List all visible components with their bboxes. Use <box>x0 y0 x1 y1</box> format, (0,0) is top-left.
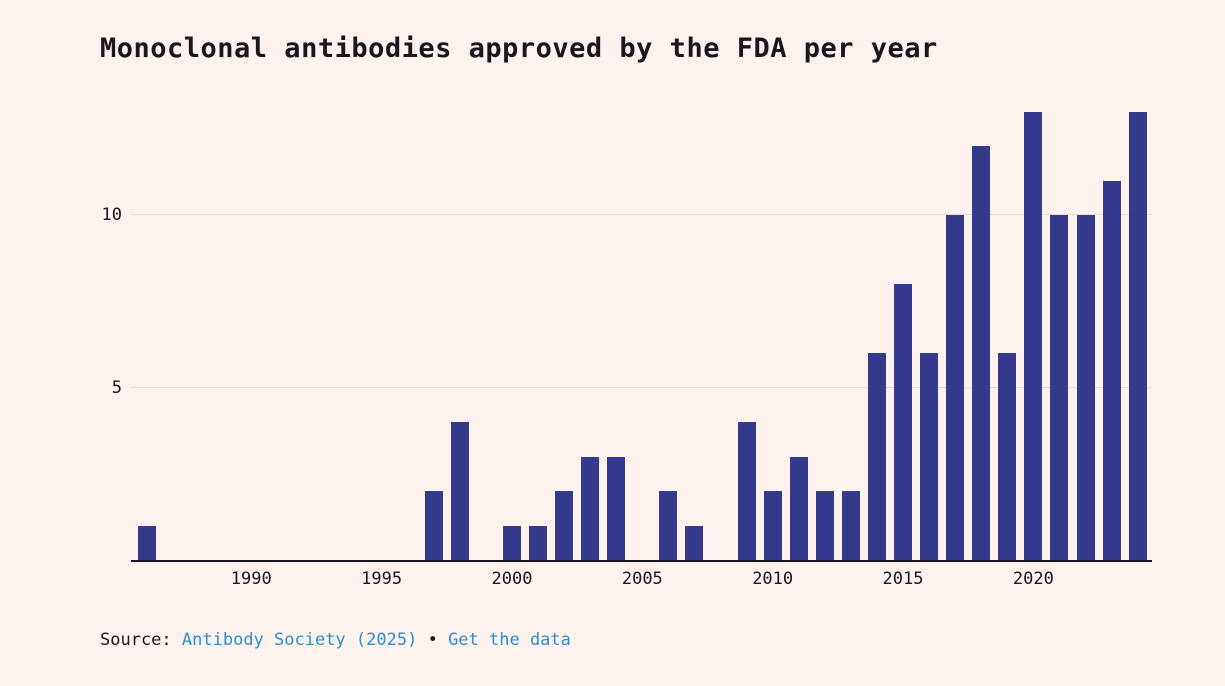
bar-2000 <box>502 525 521 560</box>
bar-2003 <box>581 456 600 560</box>
y-axis-tick-5: 5 <box>111 377 122 398</box>
x-axis-tick-2010: 2010 <box>752 569 794 589</box>
bar-2018 <box>972 146 991 560</box>
bar-2012 <box>815 491 834 560</box>
bullet-separator: • <box>427 630 438 650</box>
bar-2022 <box>1076 215 1095 560</box>
bar-2017 <box>946 215 965 560</box>
bar-1998 <box>450 422 469 560</box>
y-axis-tick-10: 10 <box>101 205 122 225</box>
source-line: Source: Antibody Society (2025) • Get th… <box>100 630 571 650</box>
bar-2019 <box>998 353 1017 560</box>
gridline-y-10 <box>131 214 1152 215</box>
x-axis-tick-2015: 2015 <box>882 569 924 589</box>
bar-2006 <box>659 491 678 560</box>
bar-2023 <box>1102 180 1121 560</box>
bar-2015 <box>894 284 913 560</box>
bar-1997 <box>424 491 443 560</box>
x-axis-tick-2000: 2000 <box>491 569 533 589</box>
bar-2021 <box>1050 215 1069 560</box>
gridline-y-5 <box>131 386 1152 388</box>
x-axis-tick-1990: 1990 <box>230 569 272 589</box>
x-axis-tick-2020: 2020 <box>1012 569 1054 589</box>
bar-2004 <box>607 456 626 560</box>
bar-2014 <box>867 353 886 560</box>
bar-2024 <box>1128 111 1147 560</box>
bar-2010 <box>763 491 782 560</box>
bar-2011 <box>789 456 808 560</box>
bar-2016 <box>920 353 939 560</box>
x-axis-tick-1995: 1995 <box>361 569 403 589</box>
source-label: Source: <box>100 630 172 650</box>
get-the-data-link[interactable]: Get the data <box>448 630 571 650</box>
source-link-antibody-society[interactable]: Antibody Society (2025) <box>181 630 418 650</box>
bar-chart-plot-area: 5 10 1990 1995 2000 2005 2010 2015 2020 <box>102 100 1152 589</box>
bar-2013 <box>841 491 860 560</box>
bar-2020 <box>1024 111 1043 560</box>
bar-1986 <box>138 525 156 560</box>
x-axis-tick-2005: 2005 <box>621 569 663 589</box>
bar-2009 <box>737 422 756 560</box>
bar-2007 <box>685 525 704 560</box>
bar-2001 <box>529 525 548 560</box>
chart-title: Monoclonal antibodies approved by the FD… <box>100 33 938 64</box>
bar-2002 <box>555 491 574 560</box>
